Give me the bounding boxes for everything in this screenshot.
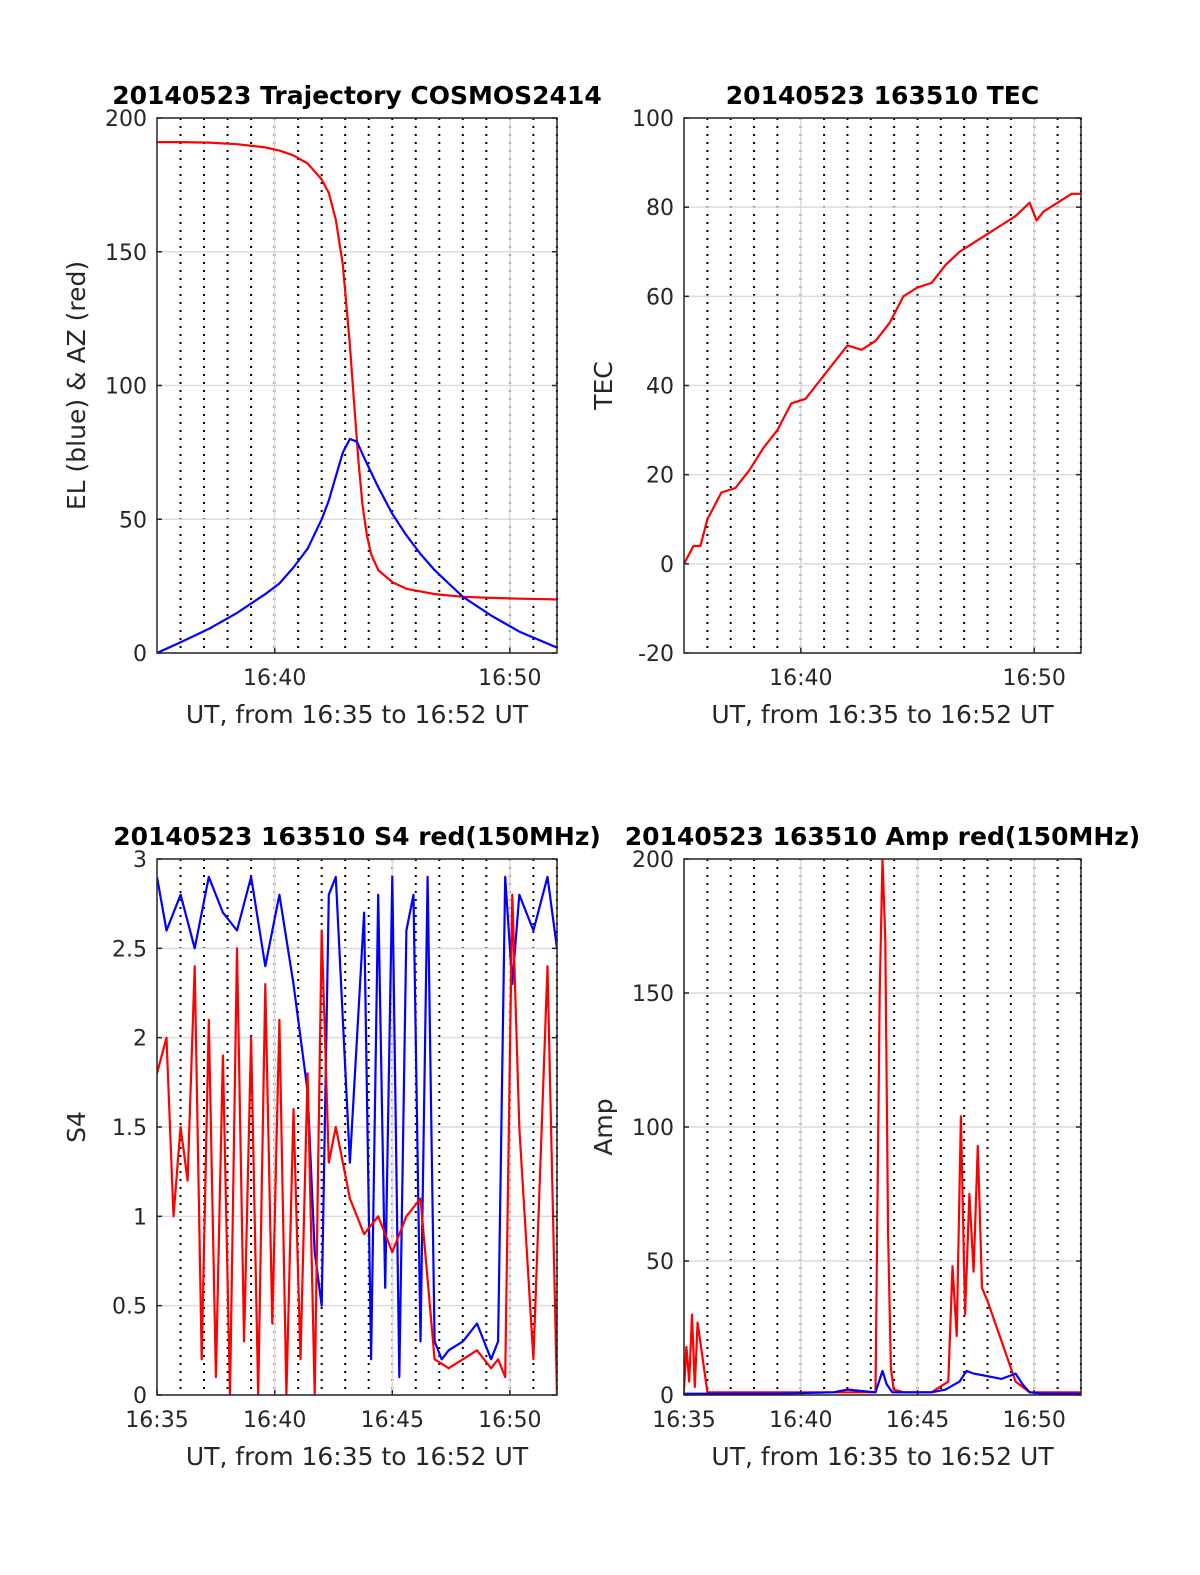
- y-tick-label: 80: [646, 196, 674, 221]
- y-tick-label: 150: [632, 982, 674, 1007]
- y-axis-label: EL (blue) & AZ (red): [62, 261, 91, 510]
- chart-title: 20140523 163510 TEC: [726, 81, 1039, 110]
- series-line-amp-1: [684, 1369, 1081, 1395]
- y-tick-label: 200: [105, 107, 147, 132]
- x-tick-label: 16:35: [652, 1408, 715, 1433]
- series-line-s4-1: [157, 893, 557, 1395]
- chart-title: 20140523 Trajectory COSMOS2414: [112, 81, 602, 110]
- x-tick-label: 16:50: [478, 1408, 541, 1433]
- y-tick-label: 20: [646, 464, 674, 489]
- x-axis-label: UT, from 16:35 to 16:52 UT: [186, 700, 529, 729]
- chart-title: 20140523 163510 S4 red(150MHz): [113, 822, 601, 851]
- series-line-trajectory-0: [157, 141, 557, 601]
- x-tick-label: 16:40: [769, 666, 832, 691]
- panel-tec: -20 0 20 40 60 80 100 16:40 16:50 20140523 163510…: [589, 81, 1082, 729]
- y-tick-label: 0: [660, 553, 674, 578]
- x-tick-label: 16:40: [769, 1408, 832, 1433]
- x-axis-label: UT, from 16:35 to 16:52 UT: [711, 700, 1054, 729]
- panel-trajectory: 0 50 100 150 200 16:40 16:50 20140523 Trajector…: [62, 81, 602, 729]
- y-tick-label: 3: [133, 848, 147, 873]
- y-tick-label: 100: [632, 1116, 674, 1141]
- series-line-amp-0: [684, 859, 1081, 1394]
- x-tick-label: 16:45: [361, 1408, 424, 1433]
- y-tick-label: 50: [646, 1250, 674, 1275]
- x-tick-label: 16:50: [1003, 666, 1066, 691]
- y-tick-label: 0: [133, 1384, 147, 1409]
- y-tick-label: 2: [133, 1027, 147, 1052]
- y-tick-label: 1: [133, 1205, 147, 1230]
- x-tick-label: 16:40: [243, 1408, 306, 1433]
- y-tick-label: 0: [660, 1384, 674, 1409]
- x-tick-label: 16:35: [125, 1408, 188, 1433]
- x-axis-label: UT, from 16:35 to 16:52 UT: [711, 1442, 1054, 1471]
- x-tick-label: 16:50: [1003, 1408, 1066, 1433]
- y-tick-label: 2.5: [112, 937, 147, 962]
- chart-title: 20140523 163510 Amp red(150MHz): [625, 822, 1141, 851]
- y-axis-label: TEC: [589, 361, 618, 411]
- x-tick-label: 16:45: [886, 1408, 949, 1433]
- y-tick-label: 0.5: [112, 1295, 147, 1320]
- y-tick-label: 150: [105, 241, 147, 266]
- y-tick-label: 0: [133, 642, 147, 667]
- y-axis-label: S4: [62, 1111, 91, 1143]
- y-tick-label: 40: [646, 375, 674, 400]
- y-axis-label: Amp: [589, 1098, 618, 1155]
- x-tick-label: 16:40: [243, 666, 306, 691]
- series-line-trajectory-1: [157, 437, 557, 653]
- x-axis-label: UT, from 16:35 to 16:52 UT: [186, 1442, 529, 1471]
- y-tick-label: 50: [119, 508, 147, 533]
- y-tick-label: 200: [632, 848, 674, 873]
- y-tick-label: -20: [638, 642, 674, 667]
- series-line-tec-0: [684, 192, 1081, 565]
- series-line-s4-0: [157, 875, 557, 1379]
- y-tick-label: 100: [105, 375, 147, 400]
- panel-amp: 0 50 100 150 200 16:35 16:40 16:45 16:50 20140523…: [589, 822, 1140, 1471]
- panel-s4: 0 0.5 1 1.5 2 2.5 3 16:35 16:40 16:45 16:50 2014052…: [62, 822, 601, 1471]
- y-tick-label: 1.5: [112, 1116, 147, 1141]
- y-tick-label: 60: [646, 285, 674, 310]
- x-tick-label: 16:50: [478, 666, 541, 691]
- y-tick-label: 100: [632, 107, 674, 132]
